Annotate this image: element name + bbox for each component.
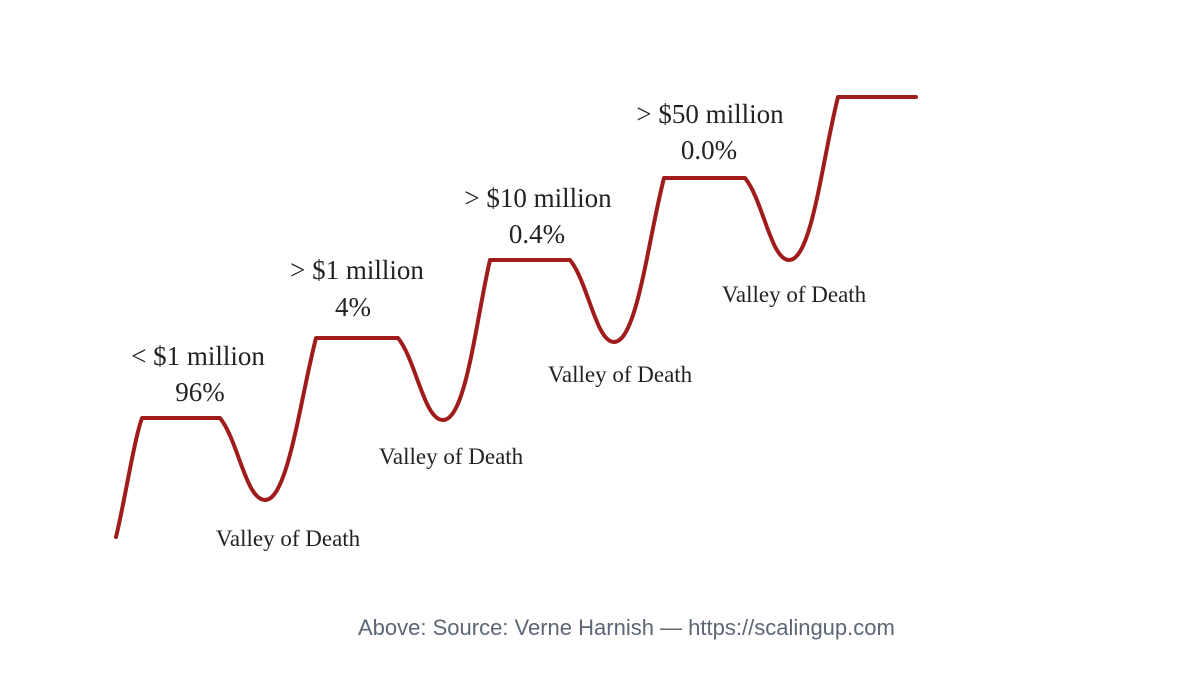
stage-4-title: > $50 million bbox=[636, 99, 784, 129]
stage-2-share: 4% bbox=[335, 292, 371, 322]
stage-2-title: > $1 million bbox=[290, 255, 424, 285]
stage-4-share: 0.0% bbox=[681, 135, 737, 165]
valley-label-3: Valley of Death bbox=[548, 362, 693, 387]
stage-3-share: 0.4% bbox=[509, 219, 565, 249]
stage-1-title: < $1 million bbox=[131, 341, 265, 371]
stage-3-title: > $10 million bbox=[464, 183, 612, 213]
valley-label-4: Valley of Death bbox=[722, 282, 867, 307]
valley-label-1: Valley of Death bbox=[216, 526, 361, 551]
stage-1-share: 96% bbox=[175, 377, 225, 407]
growth-step-curve bbox=[116, 97, 916, 537]
valley-label-2: Valley of Death bbox=[379, 444, 524, 469]
source-caption: Above: Source: Verne Harnish — https://s… bbox=[358, 615, 895, 641]
